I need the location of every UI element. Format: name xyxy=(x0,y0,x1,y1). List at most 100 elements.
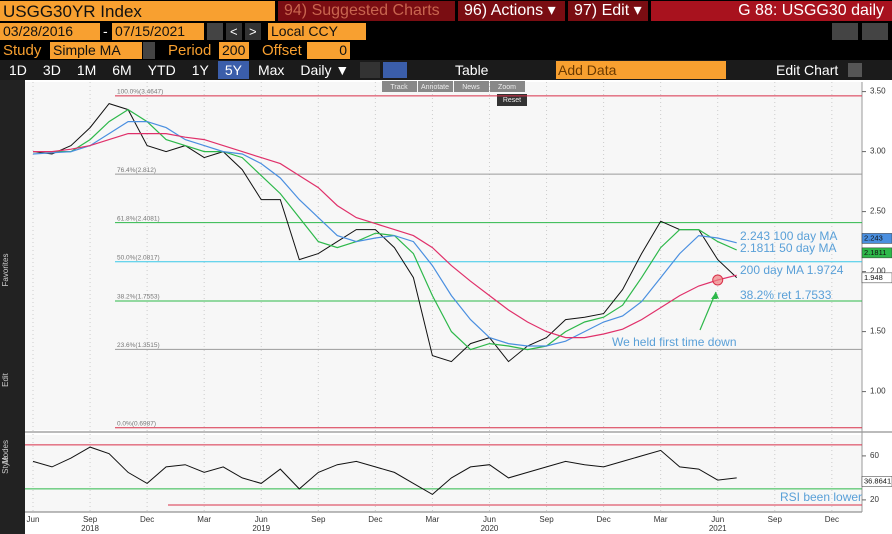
period-button[interactable]: YTD xyxy=(147,62,176,78)
x-tick-label: Jun xyxy=(255,515,268,524)
x-tick-label: Dec xyxy=(368,515,382,524)
rsi-panel xyxy=(25,435,862,512)
line-type-button[interactable] xyxy=(360,62,380,78)
page-title: G 88: USGG30 daily xyxy=(651,1,892,21)
price-tag-label: 2.243 xyxy=(864,233,883,242)
x-tick-label: Mar xyxy=(654,515,668,524)
currency-field[interactable]: Local CCY xyxy=(268,23,366,40)
calendar-button[interactable] xyxy=(207,23,223,40)
table-button[interactable]: Table xyxy=(455,62,489,78)
suggested-charts[interactable]: 94) Suggested Charts xyxy=(278,1,455,21)
period-button[interactable]: 1D xyxy=(9,62,27,78)
edit-menu[interactable]: 97) Edit ▾ xyxy=(568,1,648,21)
period-button[interactable]: 1Y xyxy=(191,62,209,78)
period-field[interactable]: 200 xyxy=(219,42,249,59)
mini-tool-label: Annotate xyxy=(421,84,449,91)
x-tick-label: Dec xyxy=(140,515,154,524)
x-tick-label: Jun xyxy=(27,515,40,524)
study-field[interactable]: Simple MA xyxy=(50,42,142,59)
level-label: 100.0%(3.4647) xyxy=(117,89,163,96)
x-tick-label: Dec xyxy=(596,515,610,524)
y-tick-label: 1.50 xyxy=(870,327,886,336)
period-button[interactable]: Daily ▼ xyxy=(300,62,350,78)
study-dropdown[interactable] xyxy=(143,42,155,59)
reset-label: Reset xyxy=(503,97,521,104)
mini-tool xyxy=(382,81,417,92)
ticker-field[interactable]: USGG30YR Index xyxy=(0,1,275,21)
mini-tool xyxy=(454,81,489,92)
series-line xyxy=(32,103,738,363)
add-data-field[interactable]: Add Data xyxy=(556,61,726,79)
edit-chart-button[interactable]: Edit Chart xyxy=(776,62,839,78)
prev-button[interactable]: < xyxy=(226,23,242,40)
annotation: We held first time down xyxy=(612,335,737,349)
annotation: 2.243 100 day MA xyxy=(740,229,837,243)
level-label: 38.2%(1.7553) xyxy=(117,294,160,301)
year-label: 2021 xyxy=(709,524,727,533)
x-tick-label: Mar xyxy=(426,515,440,524)
side-toolbar xyxy=(0,80,25,534)
level-label: 0.0%(0.6987) xyxy=(117,420,156,427)
annotation: 38.2% ret 1.7533 xyxy=(740,288,832,302)
series-line xyxy=(32,121,737,347)
period-button[interactable]: 5Y xyxy=(217,61,249,79)
arrow-head xyxy=(711,292,719,299)
x-tick-label: Jun xyxy=(483,515,496,524)
period-button[interactable]: 6M xyxy=(112,62,132,78)
study-label: Study xyxy=(3,43,42,59)
redo-button[interactable] xyxy=(862,23,888,40)
annotation: 2.1811 50 day MA xyxy=(740,241,837,255)
period-label: Period xyxy=(168,43,212,59)
price-tag-label: 1.948 xyxy=(864,273,883,282)
price-panel xyxy=(25,82,862,430)
price-tag xyxy=(861,247,892,259)
period-button[interactable]: Max xyxy=(257,62,285,78)
side-label: Style xyxy=(1,456,10,474)
period-button[interactable]: 3D xyxy=(42,62,61,78)
series-line xyxy=(33,133,737,339)
offset-field[interactable]: 0 xyxy=(307,42,350,59)
annotation: 200 day MA 1.9724 xyxy=(740,263,844,277)
bar-type-button[interactable] xyxy=(383,62,407,78)
mini-tool-label: News xyxy=(462,84,480,91)
level-label: 61.8%(2.4081) xyxy=(117,215,160,222)
start-date[interactable]: 03/28/2016 xyxy=(0,23,100,40)
reset-button xyxy=(497,94,527,106)
x-tick-label: Sep xyxy=(768,515,783,524)
price-tag xyxy=(861,272,892,284)
x-tick-label: Sep xyxy=(311,515,326,524)
side-label: Edit xyxy=(1,372,10,387)
side-label: Modes xyxy=(1,440,10,464)
mini-tool xyxy=(418,81,453,92)
settings-button[interactable] xyxy=(848,63,862,77)
price-tag-label: 2.1811 xyxy=(864,248,886,257)
actions-menu[interactable]: 96) Actions ▾ xyxy=(458,1,565,21)
price-tag-label: 36.8641 xyxy=(864,476,891,485)
period-buttons: 1D 3D 1M 6M YTD 1Y 5Y Max Daily ▼ xyxy=(2,61,357,79)
undo-button[interactable] xyxy=(832,23,858,40)
date-separator: - xyxy=(103,24,108,39)
side-label: Favorites xyxy=(1,254,10,287)
end-date[interactable]: 07/15/2021 xyxy=(112,23,204,40)
y-tick-label: 2.50 xyxy=(870,207,886,216)
ma-marker xyxy=(712,274,724,286)
next-button[interactable]: > xyxy=(245,23,261,40)
y-tick-label: 2.00 xyxy=(870,267,886,276)
price-tag xyxy=(861,233,892,244)
annotation: RSI been lower xyxy=(780,490,862,504)
offset-label: Offset xyxy=(262,43,302,59)
mini-tool-label: Zoom xyxy=(498,84,516,91)
mini-tool xyxy=(490,81,525,92)
year-label: 2019 xyxy=(252,524,270,533)
period-button[interactable]: 1M xyxy=(76,62,97,78)
y-tick-label: 1.00 xyxy=(870,387,886,396)
level-label: 76.4%(2.812) xyxy=(117,167,156,174)
x-tick-label: Sep xyxy=(539,515,554,524)
y-tick-label: 20 xyxy=(870,495,879,504)
series-line xyxy=(33,108,737,351)
level-label: 50.0%(2.0817) xyxy=(117,255,160,262)
year-label: 2018 xyxy=(81,524,99,533)
price-tag xyxy=(861,476,892,487)
